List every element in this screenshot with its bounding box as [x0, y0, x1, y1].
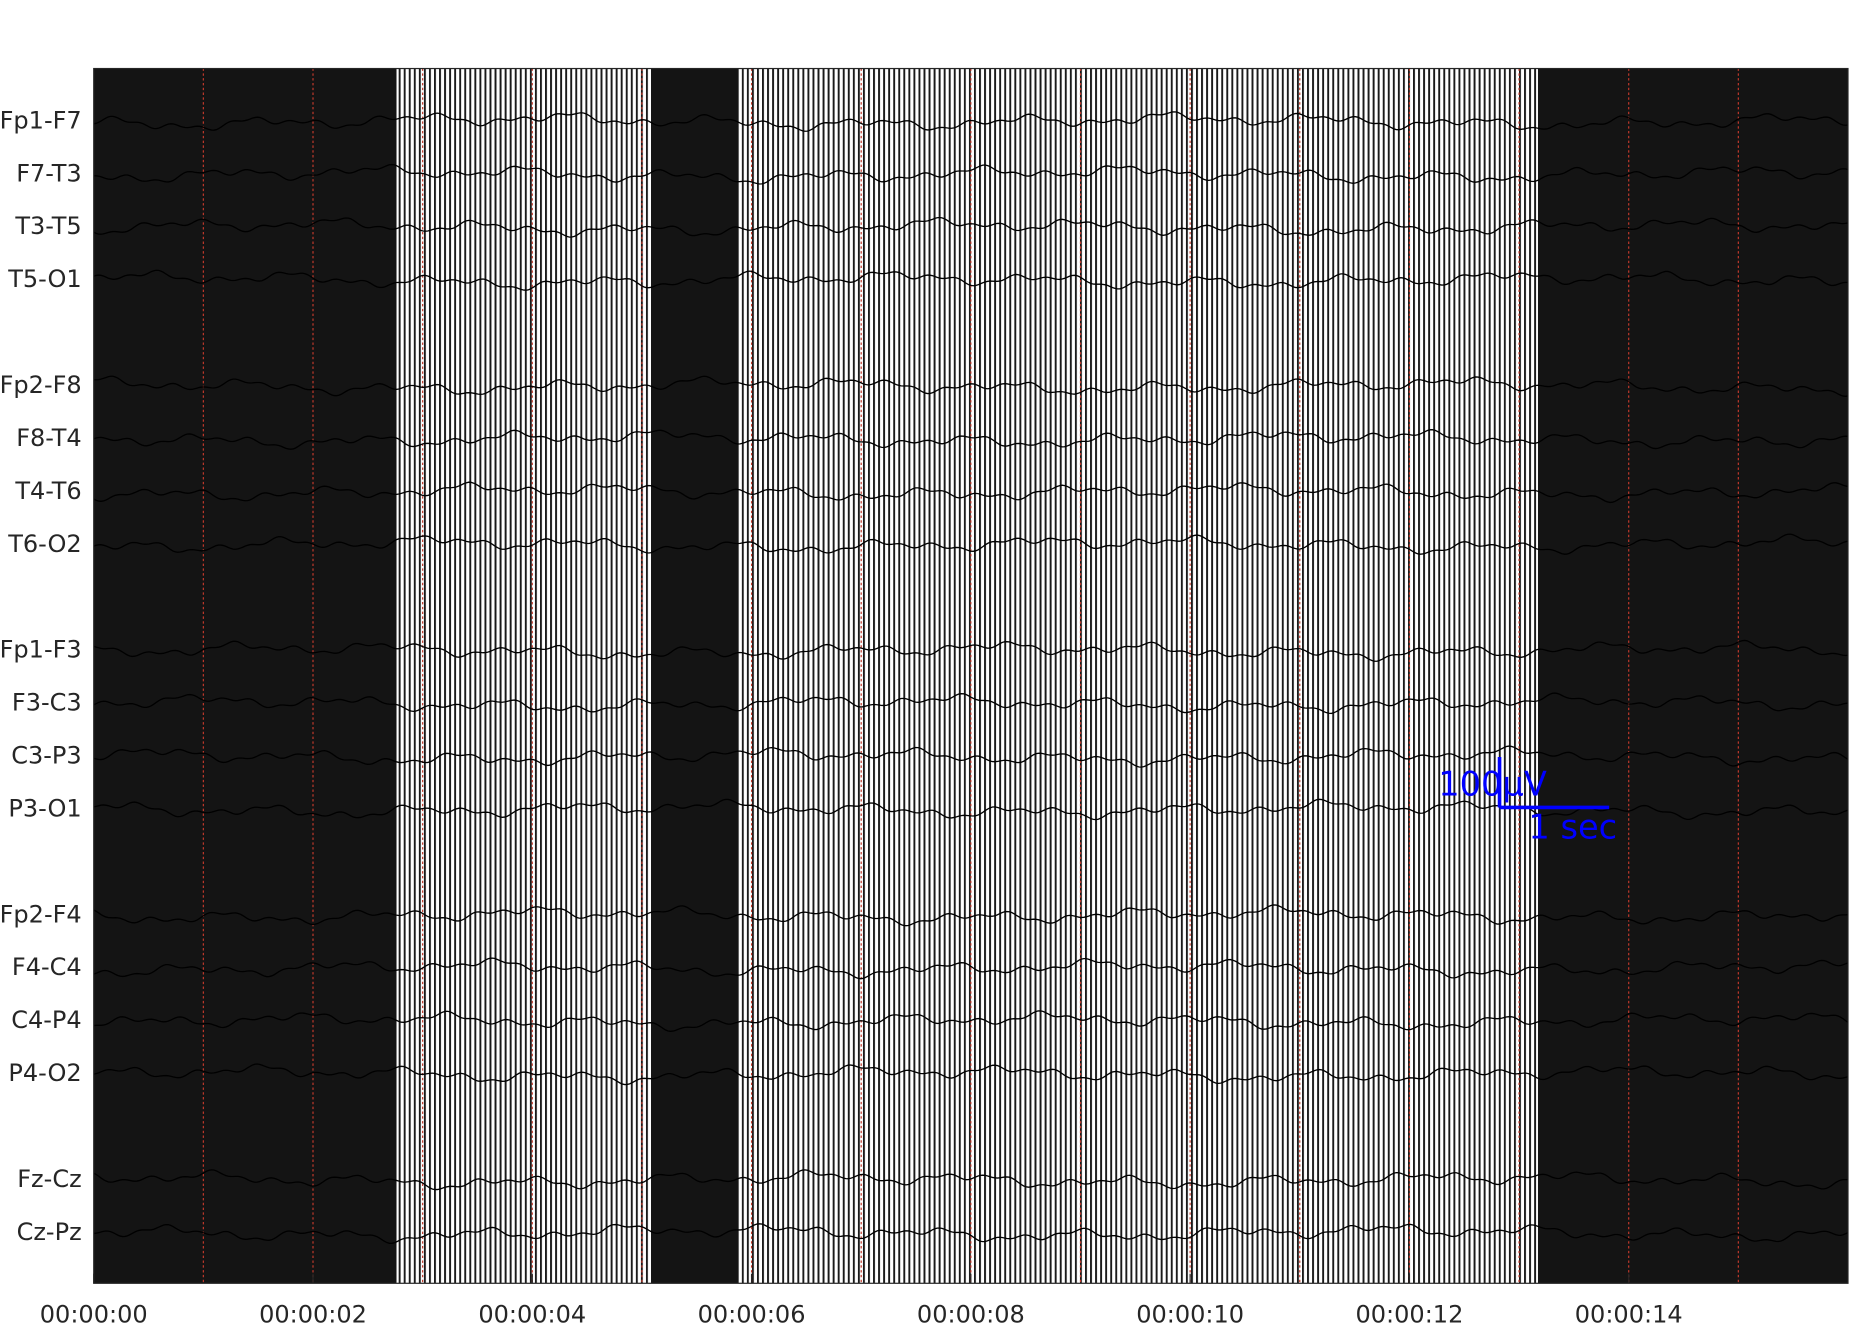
eeg-trace	[93, 745, 1849, 768]
channel-label: F8-T4	[16, 424, 82, 452]
x-tick-label: 00:00:06	[698, 1301, 806, 1329]
channel-label: Fz-Cz	[17, 1165, 81, 1193]
channel-label: Fp2-F8	[0, 371, 82, 399]
labels: Fp1-F7 F7-T3 T3-T5 T5-O1 Fp2-F8 F8-T4 T4-T6 T6-…	[0, 106, 1683, 1329]
x-tick-label: 00:00:02	[259, 1301, 367, 1329]
eeg-trace	[93, 798, 1849, 821]
channel-label: Fp1-F7	[0, 106, 82, 134]
x-tick-label: 00:00:00	[40, 1301, 148, 1329]
channel-label: P3-O1	[8, 794, 81, 822]
dense-region	[1537, 68, 1848, 1284]
eeg-trace	[93, 1010, 1849, 1032]
dense-region	[93, 68, 397, 1284]
eeg-trace	[93, 639, 1849, 662]
eeg-trace	[93, 163, 1849, 185]
channel-label: Fp2-F4	[0, 900, 82, 928]
channel-label: T4-T6	[14, 477, 81, 505]
x-tick-label: 00:00:08	[917, 1301, 1025, 1329]
x-tick-label: 00:00:04	[478, 1301, 586, 1329]
dense-region	[651, 68, 738, 1284]
eeg-trace	[93, 375, 1849, 397]
eeg-trace	[93, 429, 1849, 450]
scale-bar: 100μV 1 sec	[1438, 757, 1617, 847]
channel-label: T5-O1	[7, 265, 81, 293]
channel-label: P4-O2	[8, 1059, 81, 1087]
channel-label: C4-P4	[11, 1006, 81, 1034]
channel-label: F4-C4	[12, 953, 82, 981]
eeg-trace	[93, 533, 1849, 555]
channel-label: Cz-Pz	[17, 1218, 82, 1246]
channel-label: T3-T5	[14, 212, 81, 240]
eeg-trace	[93, 957, 1849, 980]
channel-label: Fp1-F3	[0, 636, 82, 664]
eeg-trace	[93, 111, 1849, 132]
eeg-trace	[93, 1223, 1849, 1244]
eeg-trace	[93, 481, 1849, 504]
eeg-trace	[93, 1169, 1849, 1191]
eeg-trace	[93, 269, 1849, 291]
amplitude-label: 100μV	[1438, 764, 1547, 803]
time-label: 1 sec	[1528, 808, 1617, 847]
channel-label: F7-T3	[16, 159, 82, 187]
channel-label: F3-C3	[12, 689, 82, 717]
channel-label: C3-P3	[11, 742, 81, 770]
x-tick-label: 00:00:12	[1355, 1301, 1463, 1329]
eeg-trace	[93, 1063, 1849, 1086]
eeg-trace	[93, 904, 1849, 927]
eeg-trace	[93, 216, 1849, 238]
x-tick-label: 00:00:14	[1575, 1301, 1683, 1329]
eeg-trace	[93, 692, 1849, 715]
traces	[93, 111, 1849, 1244]
x-tick-label: 00:00:10	[1136, 1301, 1244, 1329]
second-grid	[202, 68, 1739, 1284]
channel-label: T6-O2	[7, 530, 81, 558]
